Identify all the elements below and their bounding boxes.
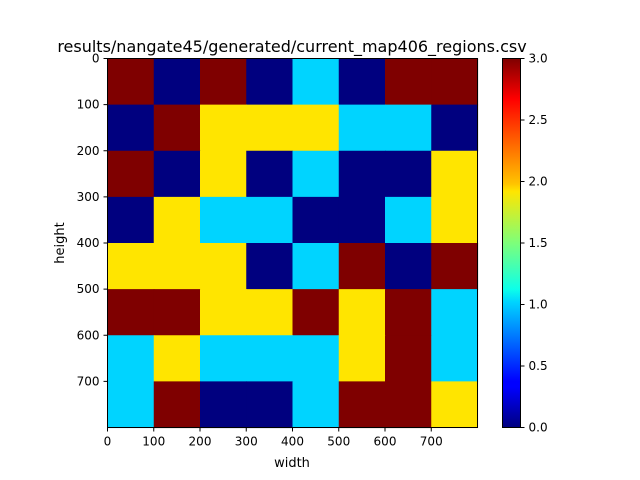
colorbar-tick-label: 3.0: [529, 52, 548, 66]
heatmap-cell: [153, 381, 201, 429]
heatmap-cell: [246, 196, 294, 244]
y-tick-label: 500: [77, 282, 100, 296]
heatmap-cell: [338, 196, 386, 244]
x-axis-label: width: [274, 456, 310, 471]
heatmap-cell: [385, 58, 432, 106]
x-tick-label: 100: [142, 435, 165, 449]
heatmap-cell: [385, 381, 432, 429]
heatmap-cell: [200, 243, 247, 290]
heatmap-cell: [292, 335, 340, 382]
heatmap-cell: [200, 289, 247, 336]
heatmap-cell: [338, 104, 386, 152]
x-tick-label: 700: [420, 435, 443, 449]
heatmap-cell: [338, 381, 386, 429]
heatmap-cell: [200, 58, 247, 106]
heatmap-cell: [431, 335, 479, 382]
y-axis-label: height: [53, 222, 68, 263]
heatmap-cell: [338, 335, 386, 382]
colorbar-tick-label: 0.5: [529, 359, 548, 373]
heatmap-cell: [200, 335, 247, 382]
heatmap-cell: [292, 150, 340, 198]
y-tick-label: 0: [92, 52, 100, 66]
heatmap-cells: [107, 58, 479, 429]
heatmap-cell: [431, 196, 479, 244]
heatmap-cell: [107, 243, 155, 290]
x-tick-label: 200: [189, 435, 212, 449]
heatmap-cell: [246, 289, 294, 336]
heatmap-cell: [338, 243, 386, 290]
y-tick-label: 300: [77, 190, 100, 204]
heatmap-cell: [153, 196, 201, 244]
heatmap-cell: [153, 150, 201, 198]
heatmap-cell: [431, 289, 479, 336]
x-tick-label: 400: [281, 435, 304, 449]
heatmap-cell: [107, 381, 155, 429]
heatmap-cell: [200, 104, 247, 152]
heatmap-cell: [246, 150, 294, 198]
heatmap-cell: [246, 104, 294, 152]
colorbar-tick-label: 2.0: [529, 175, 548, 189]
x-tick-label: 300: [235, 435, 258, 449]
colorbar-ticks: 0.0 0.5 1.0 1.5 2.0 2.5 3.0: [520, 52, 548, 435]
heatmap-cell: [107, 104, 155, 152]
heatmap-cell: [107, 335, 155, 382]
heatmap-cell: [431, 150, 479, 198]
heatmap-cell: [200, 381, 247, 429]
colorbar-tick-label: 2.5: [529, 113, 548, 127]
heatmap-cell: [431, 104, 479, 152]
heatmap-cell: [385, 104, 432, 152]
heatmap-cell: [338, 58, 386, 106]
heatmap-cell: [292, 196, 340, 244]
heatmap-cell: [200, 150, 247, 198]
heatmap-cell: [431, 243, 479, 290]
y-axis-ticks: 0 100 200 300 400 500 600 700: [77, 52, 108, 388]
heatmap-cell: [107, 150, 155, 198]
y-tick-label: 400: [77, 236, 100, 250]
heatmap-cell: [292, 289, 340, 336]
chart-title: results/nangate45/generated/current_map4…: [57, 37, 526, 57]
x-axis-ticks: 0 100 200 300 400 500 600 700: [104, 427, 443, 449]
heatmap-cell: [153, 243, 201, 290]
y-tick-label: 700: [77, 374, 100, 388]
heatmap-cell: [431, 381, 479, 429]
x-tick-label: 600: [374, 435, 397, 449]
heatmap-cell: [292, 243, 340, 290]
colorbar: [502, 58, 521, 428]
heatmap-cell: [200, 196, 247, 244]
heatmap-cell: [246, 58, 294, 106]
heatmap-cell: [107, 58, 155, 106]
heatmap-cell: [431, 58, 479, 106]
x-tick-label: 500: [327, 435, 350, 449]
x-tick-label: 0: [104, 435, 112, 449]
colorbar-tick-label: 1.0: [529, 298, 548, 312]
y-tick-label: 600: [77, 328, 100, 342]
y-tick-label: 200: [77, 144, 100, 158]
heatmap-cell: [153, 58, 201, 106]
heatmap-cell: [385, 243, 432, 290]
heatmap-cell: [107, 289, 155, 336]
heatmap-cell: [385, 196, 432, 244]
heatmap-cell: [338, 289, 386, 336]
heatmap-cell: [292, 381, 340, 429]
colorbar-tick-label: 1.5: [529, 236, 548, 250]
heatmap-cell: [385, 150, 432, 198]
heatmap-cell: [385, 335, 432, 382]
heatmap-cell: [153, 335, 201, 382]
heatmap-cell: [107, 196, 155, 244]
heatmap-cell: [292, 104, 340, 152]
heatmap-cell: [338, 150, 386, 198]
heatmap-cell: [246, 243, 294, 290]
heatmap-cell: [292, 58, 340, 106]
heatmap-cell: [385, 289, 432, 336]
heatmap-cell: [246, 381, 294, 429]
y-tick-label: 100: [77, 98, 100, 112]
colorbar-tick-label: 0.0: [529, 421, 548, 435]
heatmap-cell: [153, 289, 201, 336]
heatmap-cell: [153, 104, 201, 152]
heatmap-cell: [246, 335, 294, 382]
